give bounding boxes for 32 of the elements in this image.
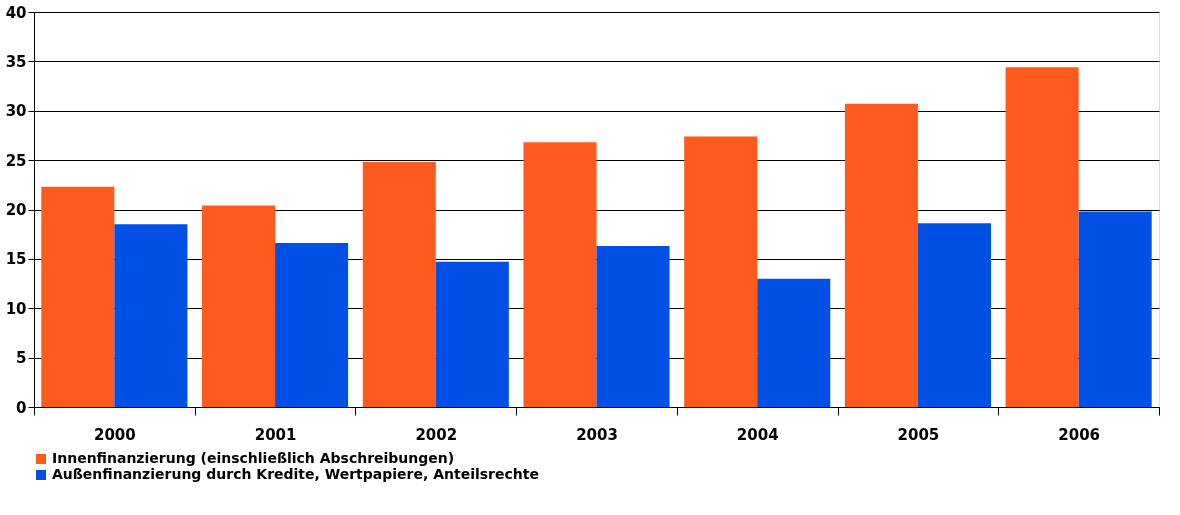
x-tick-label: 2000 [93,425,136,444]
bar [1005,67,1079,407]
bar [275,243,349,407]
y-tick-label: 25 [5,151,27,170]
x-tick-label: 2004 [736,425,779,444]
x-tick-label: 2003 [576,425,618,444]
y-tick-label: 5 [16,349,27,368]
x-tick-label: 2005 [897,425,940,444]
y-tick-label: 0 [16,398,27,417]
y-tick-label: 15 [5,250,27,269]
bar [684,136,758,407]
y-tick-label: 35 [5,52,27,71]
y-tick-label: 20 [5,201,27,219]
y-tick-label: 30 [5,102,27,121]
x-tick-label: 2002 [415,425,458,444]
bar [114,224,188,407]
bar [917,223,991,407]
bar [523,142,597,407]
y-tick-label: 40 [5,3,27,22]
bar [202,205,276,407]
legend-label: Innenfinanzierung (einschließlich Abschreibungen) [52,450,455,466]
bar [362,162,436,407]
x-tick-label: 2006 [1058,425,1101,444]
y-tick-label: 10 [5,299,27,318]
bar [844,103,918,407]
bar [1078,211,1152,407]
bar [41,186,115,407]
bar [435,261,509,407]
bar [757,278,831,407]
bar [596,246,670,407]
x-tick-label: 2001 [254,425,297,444]
legend-label: Außenfinanzierung durch Kredite, Wertpapiere, Anteilsrechte [52,466,539,482]
